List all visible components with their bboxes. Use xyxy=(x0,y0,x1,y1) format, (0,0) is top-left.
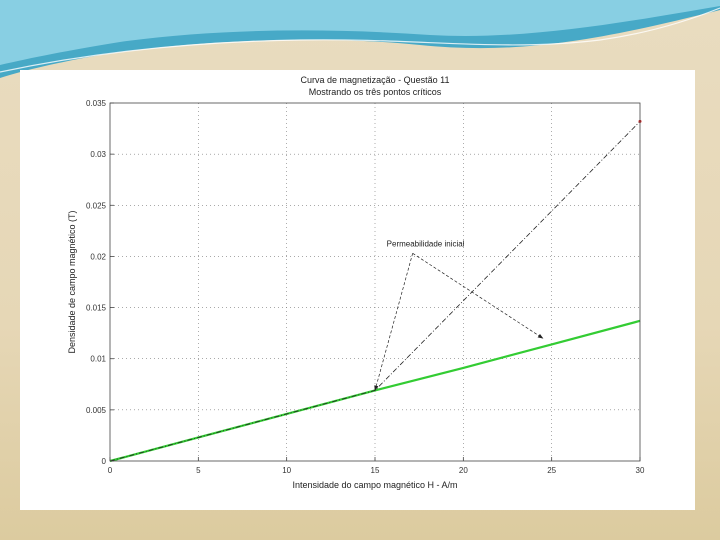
chart-subtitle: Mostrando os três pontos críticos xyxy=(309,87,442,97)
y-tick-label: 0.03 xyxy=(90,150,106,159)
series-layer xyxy=(109,119,642,463)
y-tick-label: 0 xyxy=(102,457,107,466)
wave-highlight xyxy=(0,7,720,73)
x-tick-label: 30 xyxy=(636,466,645,475)
y-tick-label: 0.005 xyxy=(86,406,107,415)
y-tick-label: 0.025 xyxy=(86,201,107,210)
annotation-layer xyxy=(374,253,544,392)
y-tick-label: 0.02 xyxy=(90,252,106,261)
y-axis-label: Densidade de campo magnético (T) xyxy=(67,210,77,353)
magnetization-chart: 0 5 10 15 20 25 30 0 0.005 0.01 0.015 0.02 0.025 0.03… xyxy=(67,75,645,490)
header-wave-decoration xyxy=(0,0,720,78)
grid-layer xyxy=(110,103,640,461)
y-tick-label: 0.015 xyxy=(86,304,107,313)
slide-panel: 0 5 10 15 20 25 30 0 0.005 0.01 0.015 0.02 0.025 0.03… xyxy=(20,70,695,510)
x-tick-label: 0 xyxy=(108,466,113,475)
y-tick-label: 0.035 xyxy=(86,99,107,108)
x-tick-label: 15 xyxy=(371,466,380,475)
x-tick-label: 25 xyxy=(547,466,556,475)
x-tick-label: 20 xyxy=(459,466,468,475)
annotation-arrow xyxy=(374,253,414,392)
x-tick-label: 10 xyxy=(282,466,291,475)
annotation-label: Permeabilidade inicial xyxy=(387,239,465,248)
tick-layer: 0 5 10 15 20 25 30 0 0.005 0.01 0.015 0.02 0.025 0.03… xyxy=(86,99,645,475)
x-tick-label: 5 xyxy=(196,466,201,475)
x-axis-label: Intensidade do campo magnético H - A/m xyxy=(292,480,457,490)
y-tick-label: 0.01 xyxy=(90,355,106,364)
chart-title: Curva de magnetização - Questão 11 xyxy=(301,75,450,85)
annotation-arrow xyxy=(412,253,544,339)
wave-light-band xyxy=(0,0,720,65)
